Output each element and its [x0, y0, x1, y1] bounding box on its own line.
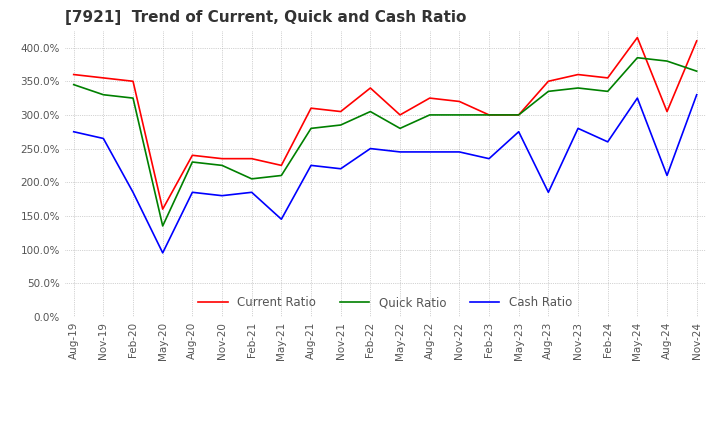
Quick Ratio	[485, 112, 493, 117]
Cash Ratio	[633, 95, 642, 101]
Quick Ratio	[158, 224, 167, 229]
Current Ratio	[544, 79, 553, 84]
Quick Ratio	[544, 89, 553, 94]
Current Ratio	[396, 112, 405, 117]
Current Ratio	[633, 35, 642, 40]
Current Ratio	[158, 206, 167, 212]
Quick Ratio	[277, 173, 286, 178]
Cash Ratio	[188, 190, 197, 195]
Cash Ratio	[69, 129, 78, 134]
Current Ratio	[336, 109, 345, 114]
Cash Ratio	[158, 250, 167, 256]
Cash Ratio	[366, 146, 374, 151]
Cash Ratio	[544, 190, 553, 195]
Legend: Current Ratio, Quick Ratio, Cash Ratio: Current Ratio, Quick Ratio, Cash Ratio	[194, 291, 577, 314]
Quick Ratio	[693, 69, 701, 74]
Cash Ratio	[396, 149, 405, 154]
Quick Ratio	[217, 163, 226, 168]
Quick Ratio	[396, 126, 405, 131]
Cash Ratio	[307, 163, 315, 168]
Quick Ratio	[69, 82, 78, 87]
Cash Ratio	[603, 139, 612, 144]
Quick Ratio	[307, 126, 315, 131]
Current Ratio	[574, 72, 582, 77]
Cash Ratio	[336, 166, 345, 172]
Quick Ratio	[603, 89, 612, 94]
Current Ratio	[693, 38, 701, 44]
Current Ratio	[129, 79, 138, 84]
Quick Ratio	[366, 109, 374, 114]
Text: [7921]  Trend of Current, Quick and Cash Ratio: [7921] Trend of Current, Quick and Cash …	[65, 11, 466, 26]
Quick Ratio	[188, 159, 197, 165]
Quick Ratio	[574, 85, 582, 91]
Cash Ratio	[426, 149, 434, 154]
Cash Ratio	[129, 190, 138, 195]
Cash Ratio	[662, 173, 671, 178]
Line: Quick Ratio: Quick Ratio	[73, 58, 697, 226]
Cash Ratio	[99, 136, 108, 141]
Current Ratio	[307, 106, 315, 111]
Quick Ratio	[336, 122, 345, 128]
Current Ratio	[662, 109, 671, 114]
Quick Ratio	[426, 112, 434, 117]
Current Ratio	[217, 156, 226, 161]
Cash Ratio	[455, 149, 464, 154]
Line: Cash Ratio: Cash Ratio	[73, 95, 697, 253]
Current Ratio	[248, 156, 256, 161]
Current Ratio	[69, 72, 78, 77]
Current Ratio	[277, 163, 286, 168]
Cash Ratio	[693, 92, 701, 97]
Current Ratio	[188, 153, 197, 158]
Quick Ratio	[129, 95, 138, 101]
Quick Ratio	[99, 92, 108, 97]
Current Ratio	[603, 75, 612, 81]
Quick Ratio	[514, 112, 523, 117]
Cash Ratio	[485, 156, 493, 161]
Current Ratio	[514, 112, 523, 117]
Cash Ratio	[248, 190, 256, 195]
Quick Ratio	[455, 112, 464, 117]
Current Ratio	[366, 85, 374, 91]
Cash Ratio	[277, 216, 286, 222]
Quick Ratio	[662, 59, 671, 64]
Current Ratio	[426, 95, 434, 101]
Cash Ratio	[574, 126, 582, 131]
Line: Current Ratio: Current Ratio	[73, 37, 697, 209]
Cash Ratio	[514, 129, 523, 134]
Current Ratio	[99, 75, 108, 81]
Quick Ratio	[633, 55, 642, 60]
Current Ratio	[455, 99, 464, 104]
Quick Ratio	[248, 176, 256, 181]
Current Ratio	[485, 112, 493, 117]
Cash Ratio	[217, 193, 226, 198]
